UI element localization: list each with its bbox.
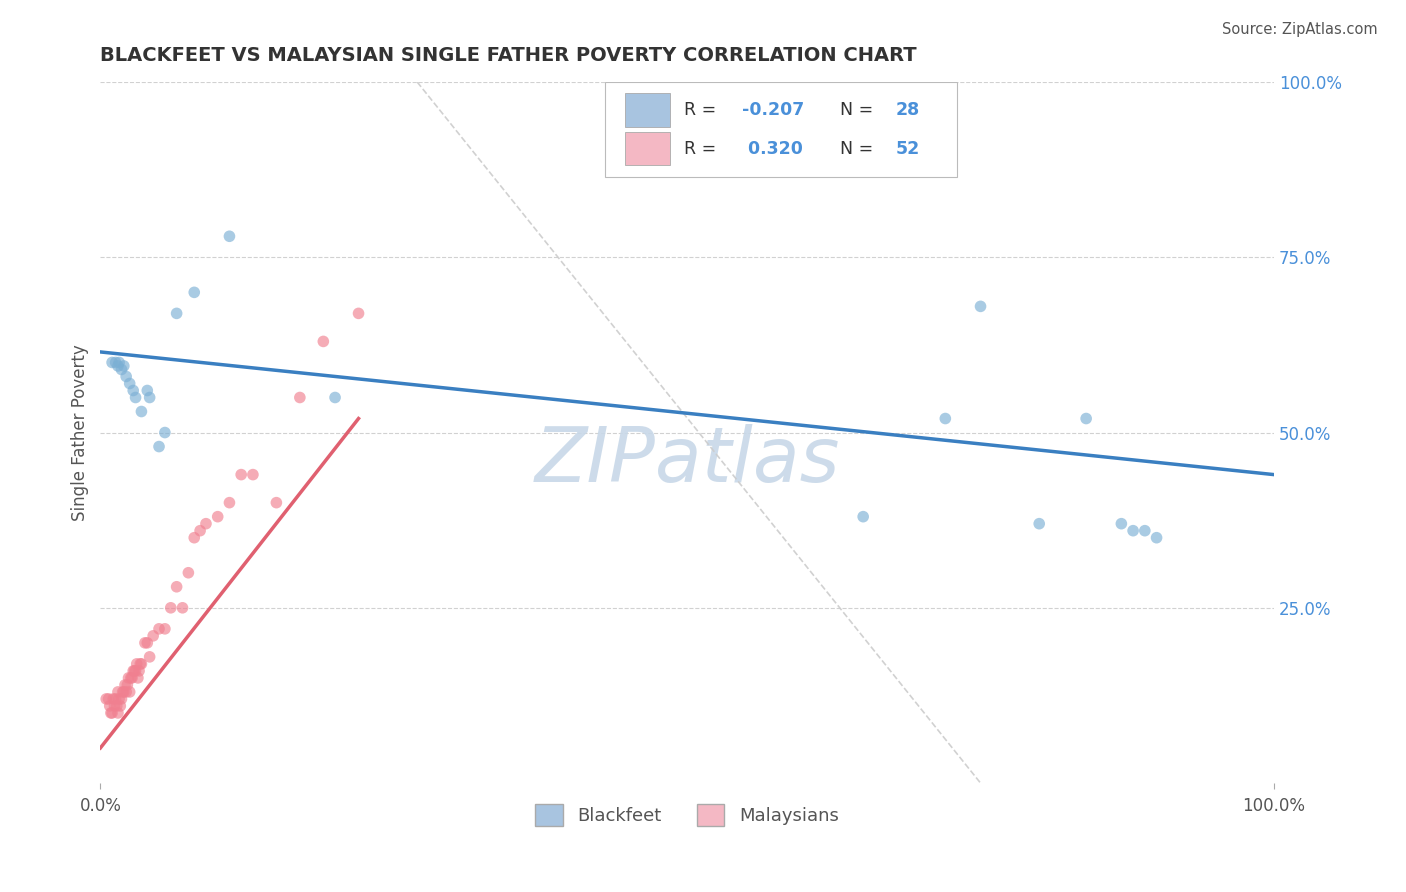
Point — [148, 622, 170, 636]
Point — [218, 229, 240, 244]
Point — [101, 355, 124, 369]
Point — [115, 685, 138, 699]
Point — [166, 306, 188, 320]
Point — [183, 285, 205, 300]
Point — [103, 698, 125, 713]
Point — [96, 692, 118, 706]
Point — [124, 664, 146, 678]
Text: N =: N = — [839, 140, 879, 158]
Point — [124, 391, 146, 405]
Point — [107, 359, 129, 373]
Point — [136, 384, 159, 398]
Text: 28: 28 — [896, 101, 921, 120]
Point — [242, 467, 264, 482]
Point — [118, 685, 141, 699]
Point — [153, 622, 176, 636]
Point — [104, 692, 127, 706]
Point — [103, 692, 125, 706]
Point — [1146, 531, 1168, 545]
Point — [121, 671, 143, 685]
Text: N =: N = — [839, 101, 879, 120]
Point — [110, 692, 132, 706]
Text: ZIPatlas: ZIPatlas — [534, 424, 839, 498]
Point — [120, 671, 142, 685]
Point — [101, 706, 124, 720]
Point — [177, 566, 200, 580]
Point — [969, 299, 991, 313]
Point — [108, 692, 131, 706]
Point — [172, 600, 194, 615]
Point — [98, 698, 121, 713]
Point — [117, 671, 139, 685]
Point — [110, 698, 132, 713]
Point — [231, 467, 253, 482]
Text: R =: R = — [683, 140, 721, 158]
Point — [127, 671, 149, 685]
Point — [111, 685, 134, 699]
Text: BLACKFEET VS MALAYSIAN SINGLE FATHER POVERTY CORRELATION CHART: BLACKFEET VS MALAYSIAN SINGLE FATHER POV… — [100, 46, 917, 65]
Point — [323, 391, 346, 405]
Point — [124, 664, 146, 678]
Point — [131, 657, 153, 671]
Point — [148, 440, 170, 454]
Point — [136, 636, 159, 650]
Point — [159, 600, 181, 615]
Text: 52: 52 — [896, 140, 921, 158]
Point — [288, 391, 311, 405]
FancyBboxPatch shape — [624, 132, 669, 166]
Point — [1028, 516, 1050, 531]
Point — [117, 678, 139, 692]
Point — [138, 649, 160, 664]
Point — [97, 692, 120, 706]
FancyBboxPatch shape — [624, 94, 669, 127]
Point — [108, 355, 131, 369]
Point — [122, 384, 145, 398]
Text: 0.320: 0.320 — [742, 140, 803, 158]
Point — [100, 706, 122, 720]
Point — [1133, 524, 1156, 538]
Point — [107, 685, 129, 699]
Point — [138, 391, 160, 405]
Point — [110, 362, 132, 376]
Point — [125, 657, 148, 671]
Point — [104, 355, 127, 369]
Point — [207, 509, 229, 524]
Point — [188, 524, 211, 538]
Point — [107, 706, 129, 720]
Point — [934, 411, 956, 425]
Point — [112, 359, 135, 373]
Point — [312, 334, 335, 349]
Point — [1111, 516, 1133, 531]
Point — [112, 685, 135, 699]
Point — [194, 516, 217, 531]
Point — [128, 664, 150, 678]
Point — [115, 369, 138, 384]
Point — [131, 404, 153, 418]
Legend: Blackfeet, Malaysians: Blackfeet, Malaysians — [529, 797, 846, 834]
Point — [114, 678, 136, 692]
Point — [129, 657, 152, 671]
Point — [218, 496, 240, 510]
FancyBboxPatch shape — [605, 82, 957, 177]
Point — [166, 580, 188, 594]
Point — [1122, 524, 1144, 538]
Point — [142, 629, 165, 643]
Point — [266, 496, 288, 510]
Point — [153, 425, 176, 440]
Point — [105, 698, 128, 713]
Point — [1076, 411, 1098, 425]
Text: Source: ZipAtlas.com: Source: ZipAtlas.com — [1222, 22, 1378, 37]
Point — [347, 306, 370, 320]
Y-axis label: Single Father Poverty: Single Father Poverty — [72, 344, 89, 521]
Text: -0.207: -0.207 — [742, 101, 804, 120]
Point — [852, 509, 875, 524]
Point — [122, 664, 145, 678]
Point — [134, 636, 156, 650]
Point — [118, 376, 141, 391]
Point — [183, 531, 205, 545]
Text: R =: R = — [683, 101, 721, 120]
